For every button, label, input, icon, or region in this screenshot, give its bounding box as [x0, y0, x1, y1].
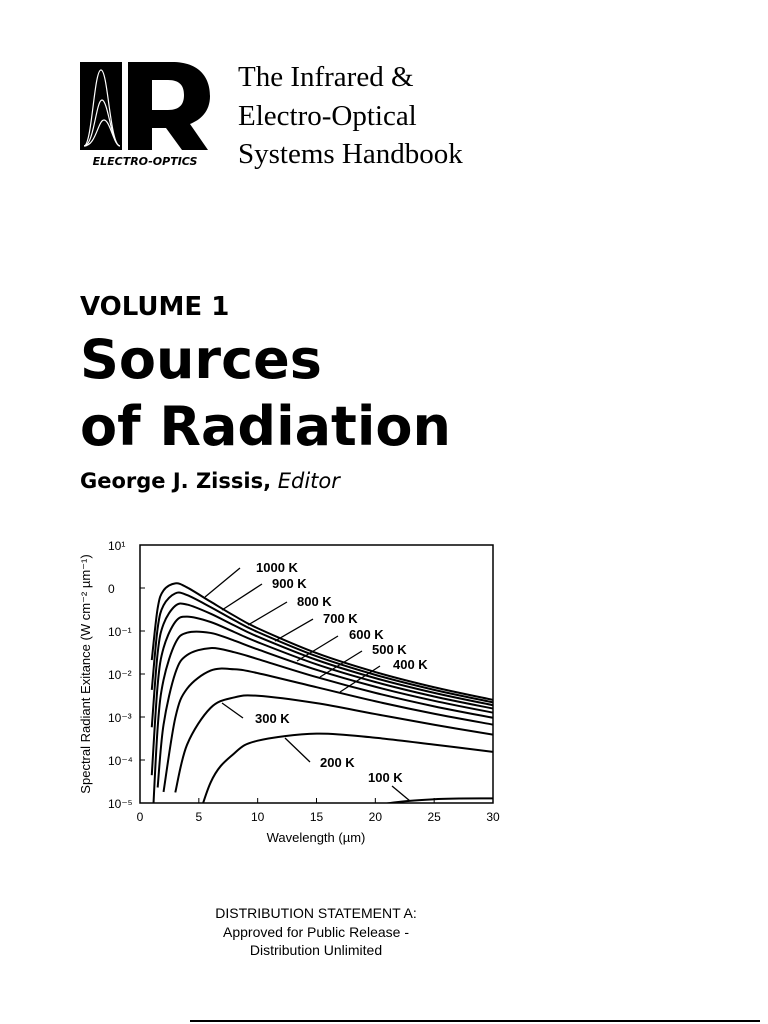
curve: [150, 602, 493, 728]
y-tick-label: 10⁻⁵: [108, 797, 133, 811]
editor-name: George J. Zissis,: [80, 469, 271, 493]
leader-line: [319, 650, 363, 678]
curve-label: 700 K: [323, 611, 358, 626]
leader-line: [391, 785, 411, 802]
leader-line: [296, 635, 339, 662]
distribution-line: Distribution Unlimited: [250, 942, 382, 958]
logo-curve: [83, 69, 121, 147]
leader-line: [284, 737, 311, 763]
curve-label: 800 K: [297, 594, 332, 609]
y-tick-label: 10⁻³: [108, 711, 132, 725]
curve: [156, 647, 493, 788]
distribution-line: DISTRIBUTION STATEMENT A:: [215, 905, 416, 921]
curve-label: 100 K: [368, 770, 403, 785]
book-title: of Radiation: [80, 395, 451, 458]
y-tick-label: 10⁻²: [108, 668, 132, 682]
logo: ELECTRO-OPTICS: [80, 62, 210, 168]
curve: [150, 582, 493, 701]
editor: George J. Zissis, Editor: [80, 469, 341, 493]
volume: VOLUME 1: [80, 292, 229, 322]
x-tick-label: 25: [427, 810, 441, 824]
chart: Spectral Radiant Exitance (W cm⁻² µm⁻¹) …: [78, 539, 500, 845]
leader-line: [221, 583, 263, 611]
handbook-title: The Infrared &: [238, 61, 414, 93]
curve: [162, 667, 493, 793]
curve: [152, 630, 493, 803]
x-axis-label: Wavelength (µm): [267, 830, 366, 845]
logo-r: [128, 62, 210, 150]
x-tick-label: 20: [369, 810, 383, 824]
leader-line: [339, 665, 381, 693]
leader-line: [274, 618, 314, 642]
x-tick-label: 15: [310, 810, 324, 824]
x-tick-label: 30: [486, 810, 500, 824]
curve-label: 300 K: [255, 711, 290, 726]
logo-i: [80, 62, 122, 150]
y-tick-label: 10⁻⁴: [108, 754, 133, 768]
curve: [383, 797, 493, 803]
curve: [150, 615, 493, 776]
y-tick-label: 10¹: [108, 539, 125, 553]
y-tick-label: 10⁻¹: [108, 625, 132, 639]
curves: [150, 582, 493, 803]
leader-line: [221, 702, 244, 719]
curve-label: 200 K: [320, 755, 355, 770]
x-tick-label: 10: [251, 810, 265, 824]
book-title: Sources: [80, 328, 322, 391]
curve-label: 1000 K: [256, 560, 299, 575]
curve: [202, 732, 493, 803]
x-tick-label: 0: [137, 810, 144, 824]
logo-text: ELECTRO-OPTICS: [93, 155, 198, 168]
editor-role: Editor: [278, 469, 342, 493]
leader-line: [247, 601, 288, 626]
leader-line: [204, 567, 241, 598]
handbook-title: Electro-Optical: [238, 100, 417, 132]
curve-label: 600 K: [349, 627, 384, 642]
curve: [174, 694, 493, 793]
handbook-title: Systems Handbook: [238, 138, 463, 170]
curve-label: 400 K: [393, 657, 428, 672]
logo-curve: [83, 119, 121, 147]
curve: [150, 591, 493, 704]
y-axis-label: Spectral Radiant Exitance (W cm⁻² µm⁻¹): [78, 554, 93, 793]
x-tick-label: 5: [195, 810, 202, 824]
curve-label: 900 K: [272, 576, 307, 591]
distribution-line: Approved for Public Release -: [223, 924, 409, 940]
curve-label: 500 K: [372, 642, 407, 657]
y-tick-label: 0: [108, 582, 115, 596]
